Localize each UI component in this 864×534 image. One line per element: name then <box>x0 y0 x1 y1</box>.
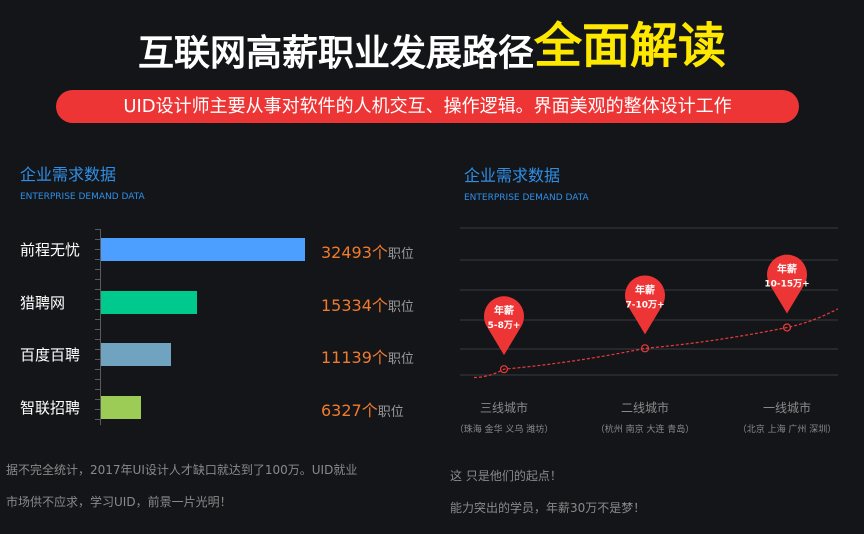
bar-value-number: 11139个 <box>321 348 388 367</box>
bar-axis-tick <box>95 329 100 330</box>
salary-pin-label: 年薪 <box>777 263 797 276</box>
bar-value-number: 32493个 <box>321 243 388 262</box>
title-main: 互联网高薪职业发展路径 <box>137 33 534 74</box>
right-footnote-line2: 能力突出的学员，年薪30万不是梦！ <box>450 501 646 515</box>
right-footnote-line1: 这 只是他们的起点！ <box>450 469 562 483</box>
salary-line-chart: 年薪 5-8万+ 三线城市 （珠海 金华 义乌 潍坊） 年薪 7-10万+ 二线城市 （杭州 … <box>455 227 839 435</box>
bar <box>101 395 141 419</box>
bar-axis-tick <box>95 229 100 230</box>
salary-pin-marker <box>484 296 524 356</box>
left-footnote-line1: 据不完全统计，2017年UI设计人才缺口就达到了100万。UID就业 <box>6 463 358 477</box>
bar-category-label: 百度百聘 <box>20 346 81 364</box>
bar-category-label: 前程无忧 <box>20 241 81 259</box>
data-point-marker <box>640 344 650 353</box>
bar-chart: 前程无忧 32493个职位 猎聘网 15334个职位 百度百聘 11139个职位 智联招聘 6… <box>0 0 440 440</box>
data-point-marker <box>782 323 792 332</box>
right-section-title: 企业需求数据 <box>464 166 561 185</box>
bar-value-number: 6327个 <box>321 400 378 420</box>
bar-value-number: 15334个 <box>321 295 388 315</box>
bar-axis-tick <box>95 349 100 350</box>
bar-value-label: 11139个职位 <box>321 344 414 368</box>
bar-axis-tick <box>95 379 100 380</box>
bar-axis-tick <box>95 239 100 240</box>
bar-value-label: 6327个职位 <box>321 397 404 421</box>
salary-pin-marker <box>625 275 665 335</box>
bar-axis-tick <box>95 339 100 340</box>
x-tick-sublabel: （杭州 南京 大连 青岛） <box>596 423 695 435</box>
bar-axis-tick <box>95 289 100 290</box>
salary-pin-value: 5-8万+ <box>488 320 521 331</box>
bar-category-label: 智联招聘 <box>20 398 81 417</box>
bar-value-unit: 职位 <box>387 352 414 367</box>
bar-axis-tick <box>95 309 100 310</box>
bar-axis-tick <box>95 279 100 280</box>
x-tick-sublabel: （北京 上海 广州 深圳） <box>738 423 837 435</box>
salary-pin-marker <box>767 254 807 314</box>
title-highlight: 全面解读 <box>534 18 727 74</box>
bar-value-label: 15334个职位 <box>321 292 414 316</box>
right-section-subtitle: ENTERPRISE DEMAND DATA <box>464 193 589 203</box>
bar-axis-tick <box>95 369 100 370</box>
bar <box>101 238 305 261</box>
x-tick-label: 三线城市 <box>480 400 528 415</box>
x-tick-sublabel: （珠海 金华 义乌 潍坊） <box>455 423 554 435</box>
left-section-subtitle: ENTERPRISE DEMAND DATA <box>20 192 145 202</box>
salary-pin-value: 10-15万+ <box>764 279 809 290</box>
page-title: 互联网高薪职业发展路径全面解读 <box>0 6 864 76</box>
bar-axis-tick <box>95 249 100 250</box>
bar-value-unit: 职位 <box>387 299 414 315</box>
bar-axis-tick <box>95 399 100 400</box>
bar-value-unit: 职位 <box>377 404 404 420</box>
bar-axis-tick <box>95 389 100 390</box>
bar-chart-axis <box>95 229 101 425</box>
salary-pin-label: 年薪 <box>494 304 514 317</box>
intro-banner: UID设计师主要从事对软件的人机交互、操作逻辑。界面美观的整体设计工作 <box>56 90 799 123</box>
salary-pin-value: 7-10万+ <box>625 299 664 310</box>
bar <box>101 290 197 314</box>
x-tick-label: 二线城市 <box>621 400 669 415</box>
bar-axis-tick <box>95 359 100 360</box>
bar-axis-tick <box>95 409 100 410</box>
x-tick-label: 一线城市 <box>763 400 811 415</box>
left-footnote-line2: 市场供不应求，学习UID，前景一片光明！ <box>6 495 232 509</box>
bar-value-unit: 职位 <box>387 247 414 262</box>
data-point-marker <box>499 365 509 374</box>
bar-axis-tick <box>95 419 100 420</box>
bar-axis-tick <box>95 269 100 270</box>
bar-category-label: 猎聘网 <box>20 293 66 312</box>
bar-axis-tick <box>95 299 100 300</box>
salary-series-line <box>473 308 839 379</box>
bar <box>101 343 171 366</box>
salary-pin-label: 年薪 <box>635 283 655 296</box>
bar-value-label: 32493个职位 <box>321 239 414 263</box>
left-section-title: 企业需求数据 <box>20 165 117 184</box>
bar-axis-tick <box>95 259 100 260</box>
bar-axis-tick <box>95 319 100 320</box>
